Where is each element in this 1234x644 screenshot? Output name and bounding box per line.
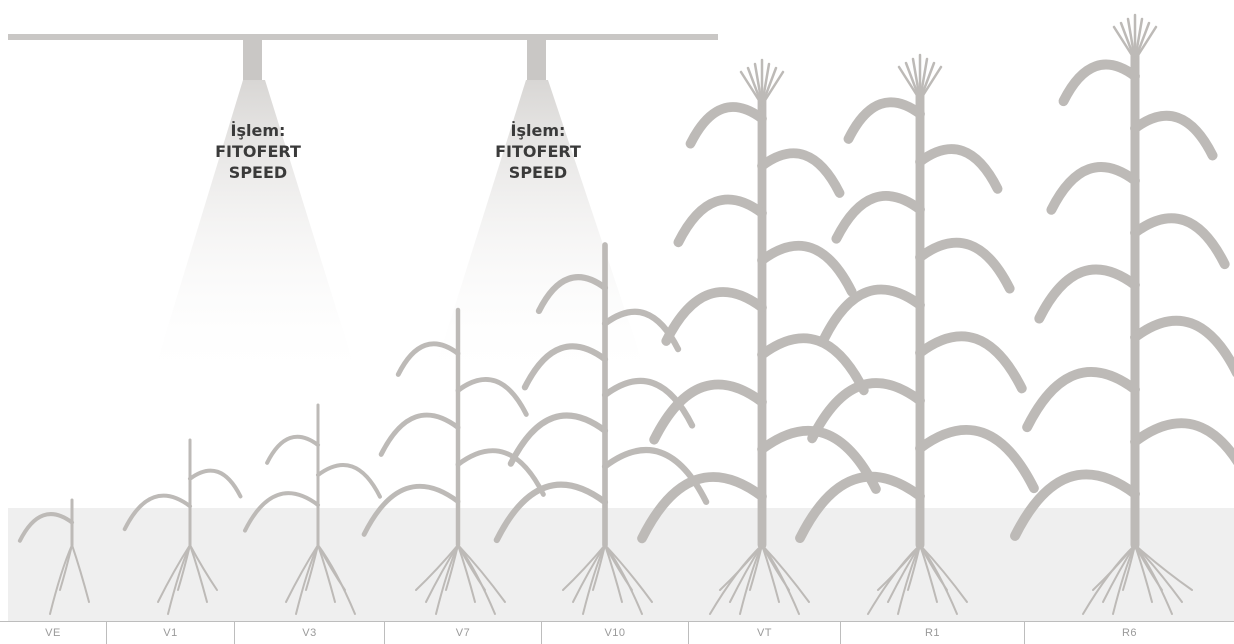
spray-cone-2 <box>430 80 650 385</box>
corn-plant-ve <box>17 498 90 615</box>
stage-label-v1: V1 <box>107 622 235 644</box>
corn-plant-v1 <box>122 438 243 615</box>
ground-band <box>8 508 1234 621</box>
stage-label-v10: V10 <box>542 622 689 644</box>
stage-label-v3: V3 <box>235 622 385 644</box>
treatment-label-1-line1: İşlem: <box>230 121 286 140</box>
sprayer-nozzle-2 <box>527 40 546 80</box>
stage-label-r1: R1 <box>841 622 1025 644</box>
treatment-label-2-line1: İşlem: <box>510 121 566 140</box>
stage-label-v7: V7 <box>385 622 542 644</box>
stage-label-r6: R6 <box>1121 627 1138 639</box>
corn-plant-v7 <box>361 307 546 615</box>
treatment-label-1-line3: SPEED <box>228 163 288 182</box>
corn-plant-r1 <box>795 53 1039 615</box>
spray-cone-1 <box>150 80 360 385</box>
corn-plant-v3 <box>243 403 382 615</box>
corn-plant-r6 <box>1010 13 1234 615</box>
treatment-label-1-line2: FITOFERT <box>215 142 301 161</box>
treatment-label-2-line3: SPEED <box>508 163 568 182</box>
growth-stage-bar: VE V1 V3 V7 V10 VT R1 R6 <box>0 621 1234 644</box>
corn-plant-vt <box>637 58 881 615</box>
treatment-label-1: İşlem: FITOFERT SPEED <box>178 120 338 183</box>
sprayer-boom <box>8 34 718 40</box>
treatment-label-2: İşlem: FITOFERT SPEED <box>458 120 618 183</box>
treatment-label-2-line2: FITOFERT <box>495 142 581 161</box>
sprayer-nozzle-1 <box>243 40 262 80</box>
stage-label-vt: VT <box>689 622 841 644</box>
stage-label-ve: VE <box>0 622 107 644</box>
